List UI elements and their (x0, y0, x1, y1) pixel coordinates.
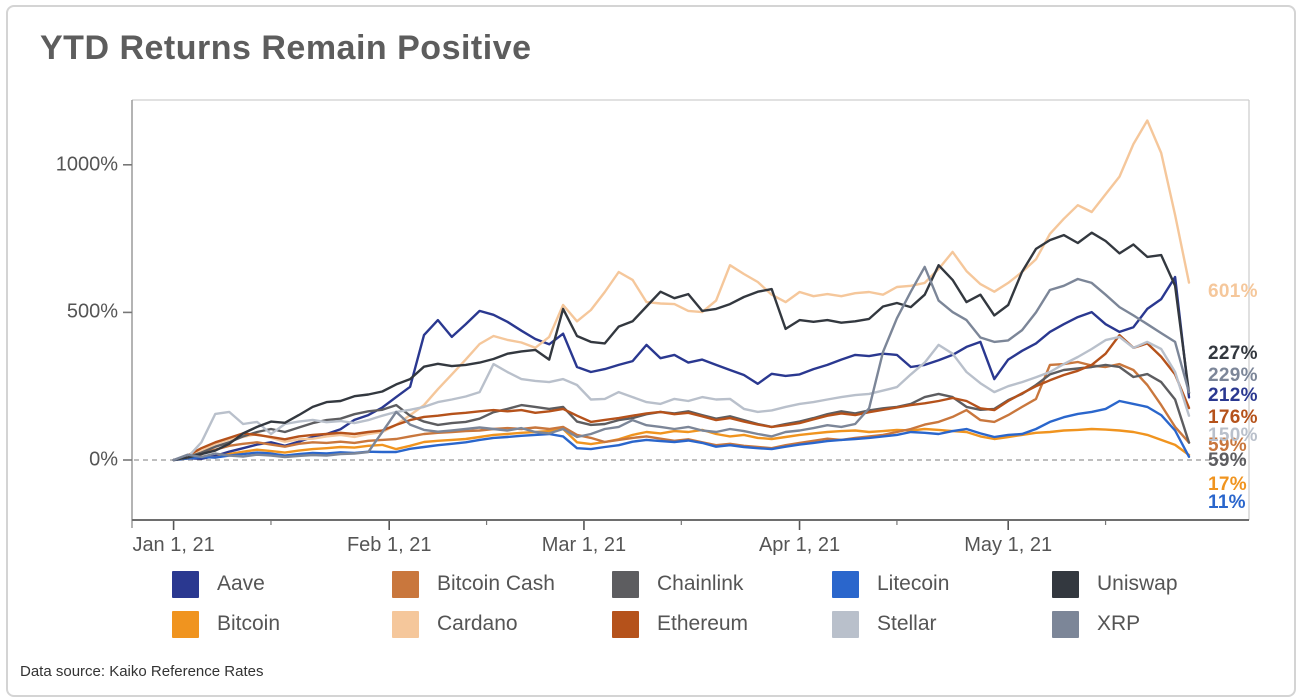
y-tick-label: 1000% (55, 153, 118, 176)
end-label-xrp: 229% (1208, 365, 1258, 386)
legend-swatch-ethereum (612, 611, 639, 638)
legend-swatch-chainlink (612, 571, 639, 598)
legend-swatch-litecoin (832, 571, 859, 598)
legend-label-aave: Aave (217, 572, 265, 595)
legend-swatch-stellar (832, 611, 859, 638)
end-label-aave: 212% (1208, 385, 1258, 406)
legend-label-cardano: Cardano (437, 612, 518, 635)
legend-label-chainlink: Chainlink (657, 572, 744, 595)
x-tick-label: Apr 1, 21 (758, 534, 841, 556)
legend-label-xrp: XRP (1097, 612, 1141, 635)
end-label-bitcoin: 17% (1208, 474, 1247, 495)
legend-label-stellar: Stellar (877, 612, 937, 635)
legend-swatch-aave (172, 571, 199, 598)
end-label-chainlink: 59% (1208, 450, 1247, 471)
series-line-ethereum (172, 333, 1191, 462)
legend-swatch-cardano (392, 611, 419, 638)
legend-swatch-uniswap (1052, 571, 1079, 598)
series-line-aave (172, 275, 1191, 462)
legend-label-uniswap: Uniswap (1097, 572, 1178, 595)
legend-swatch-bitcoin (172, 611, 199, 638)
end-label-cardano: 601% (1208, 281, 1258, 302)
end-label-uniswap: 227% (1208, 343, 1258, 364)
legend-label-bitcoin-cash: Bitcoin Cash (437, 572, 555, 595)
legend-swatch-xrp (1052, 611, 1079, 638)
legend-label-ethereum: Ethereum (657, 612, 749, 635)
series-line-litecoin (172, 399, 1191, 462)
legend-label-litecoin: Litecoin (877, 572, 950, 595)
series-line-cardano (172, 119, 1191, 462)
x-tick-label: Feb 1, 21 (346, 534, 432, 556)
series-line-stellar (172, 335, 1191, 462)
source-note: Data source: Kaiko Reference Rates (20, 663, 264, 680)
end-label-ethereum: 176% (1208, 407, 1258, 428)
end-label-litecoin: 11% (1208, 492, 1246, 513)
legend-swatch-bitcoin-cash (392, 571, 419, 598)
chart-svg (123, 99, 1250, 530)
x-tick-label: Jan 1, 21 (132, 534, 215, 556)
end-label-stellar: 150% (1208, 425, 1258, 446)
y-tick-label: 0% (89, 448, 118, 471)
y-tick-label: 500% (66, 300, 118, 323)
series-line-xrp (172, 265, 1191, 462)
series-line-uniswap (172, 231, 1191, 462)
x-tick-label: May 1, 21 (964, 534, 1053, 556)
chart-card: YTD Returns Remain Positive 0% 500% 1000% … (6, 5, 1296, 697)
page-title: YTD Returns Remain Positive (40, 29, 532, 67)
legend-label-bitcoin: Bitcoin (217, 612, 281, 635)
end-label-bitcoin-cash: 59% (1208, 435, 1247, 456)
x-tick-label: Mar 1, 21 (541, 534, 627, 556)
